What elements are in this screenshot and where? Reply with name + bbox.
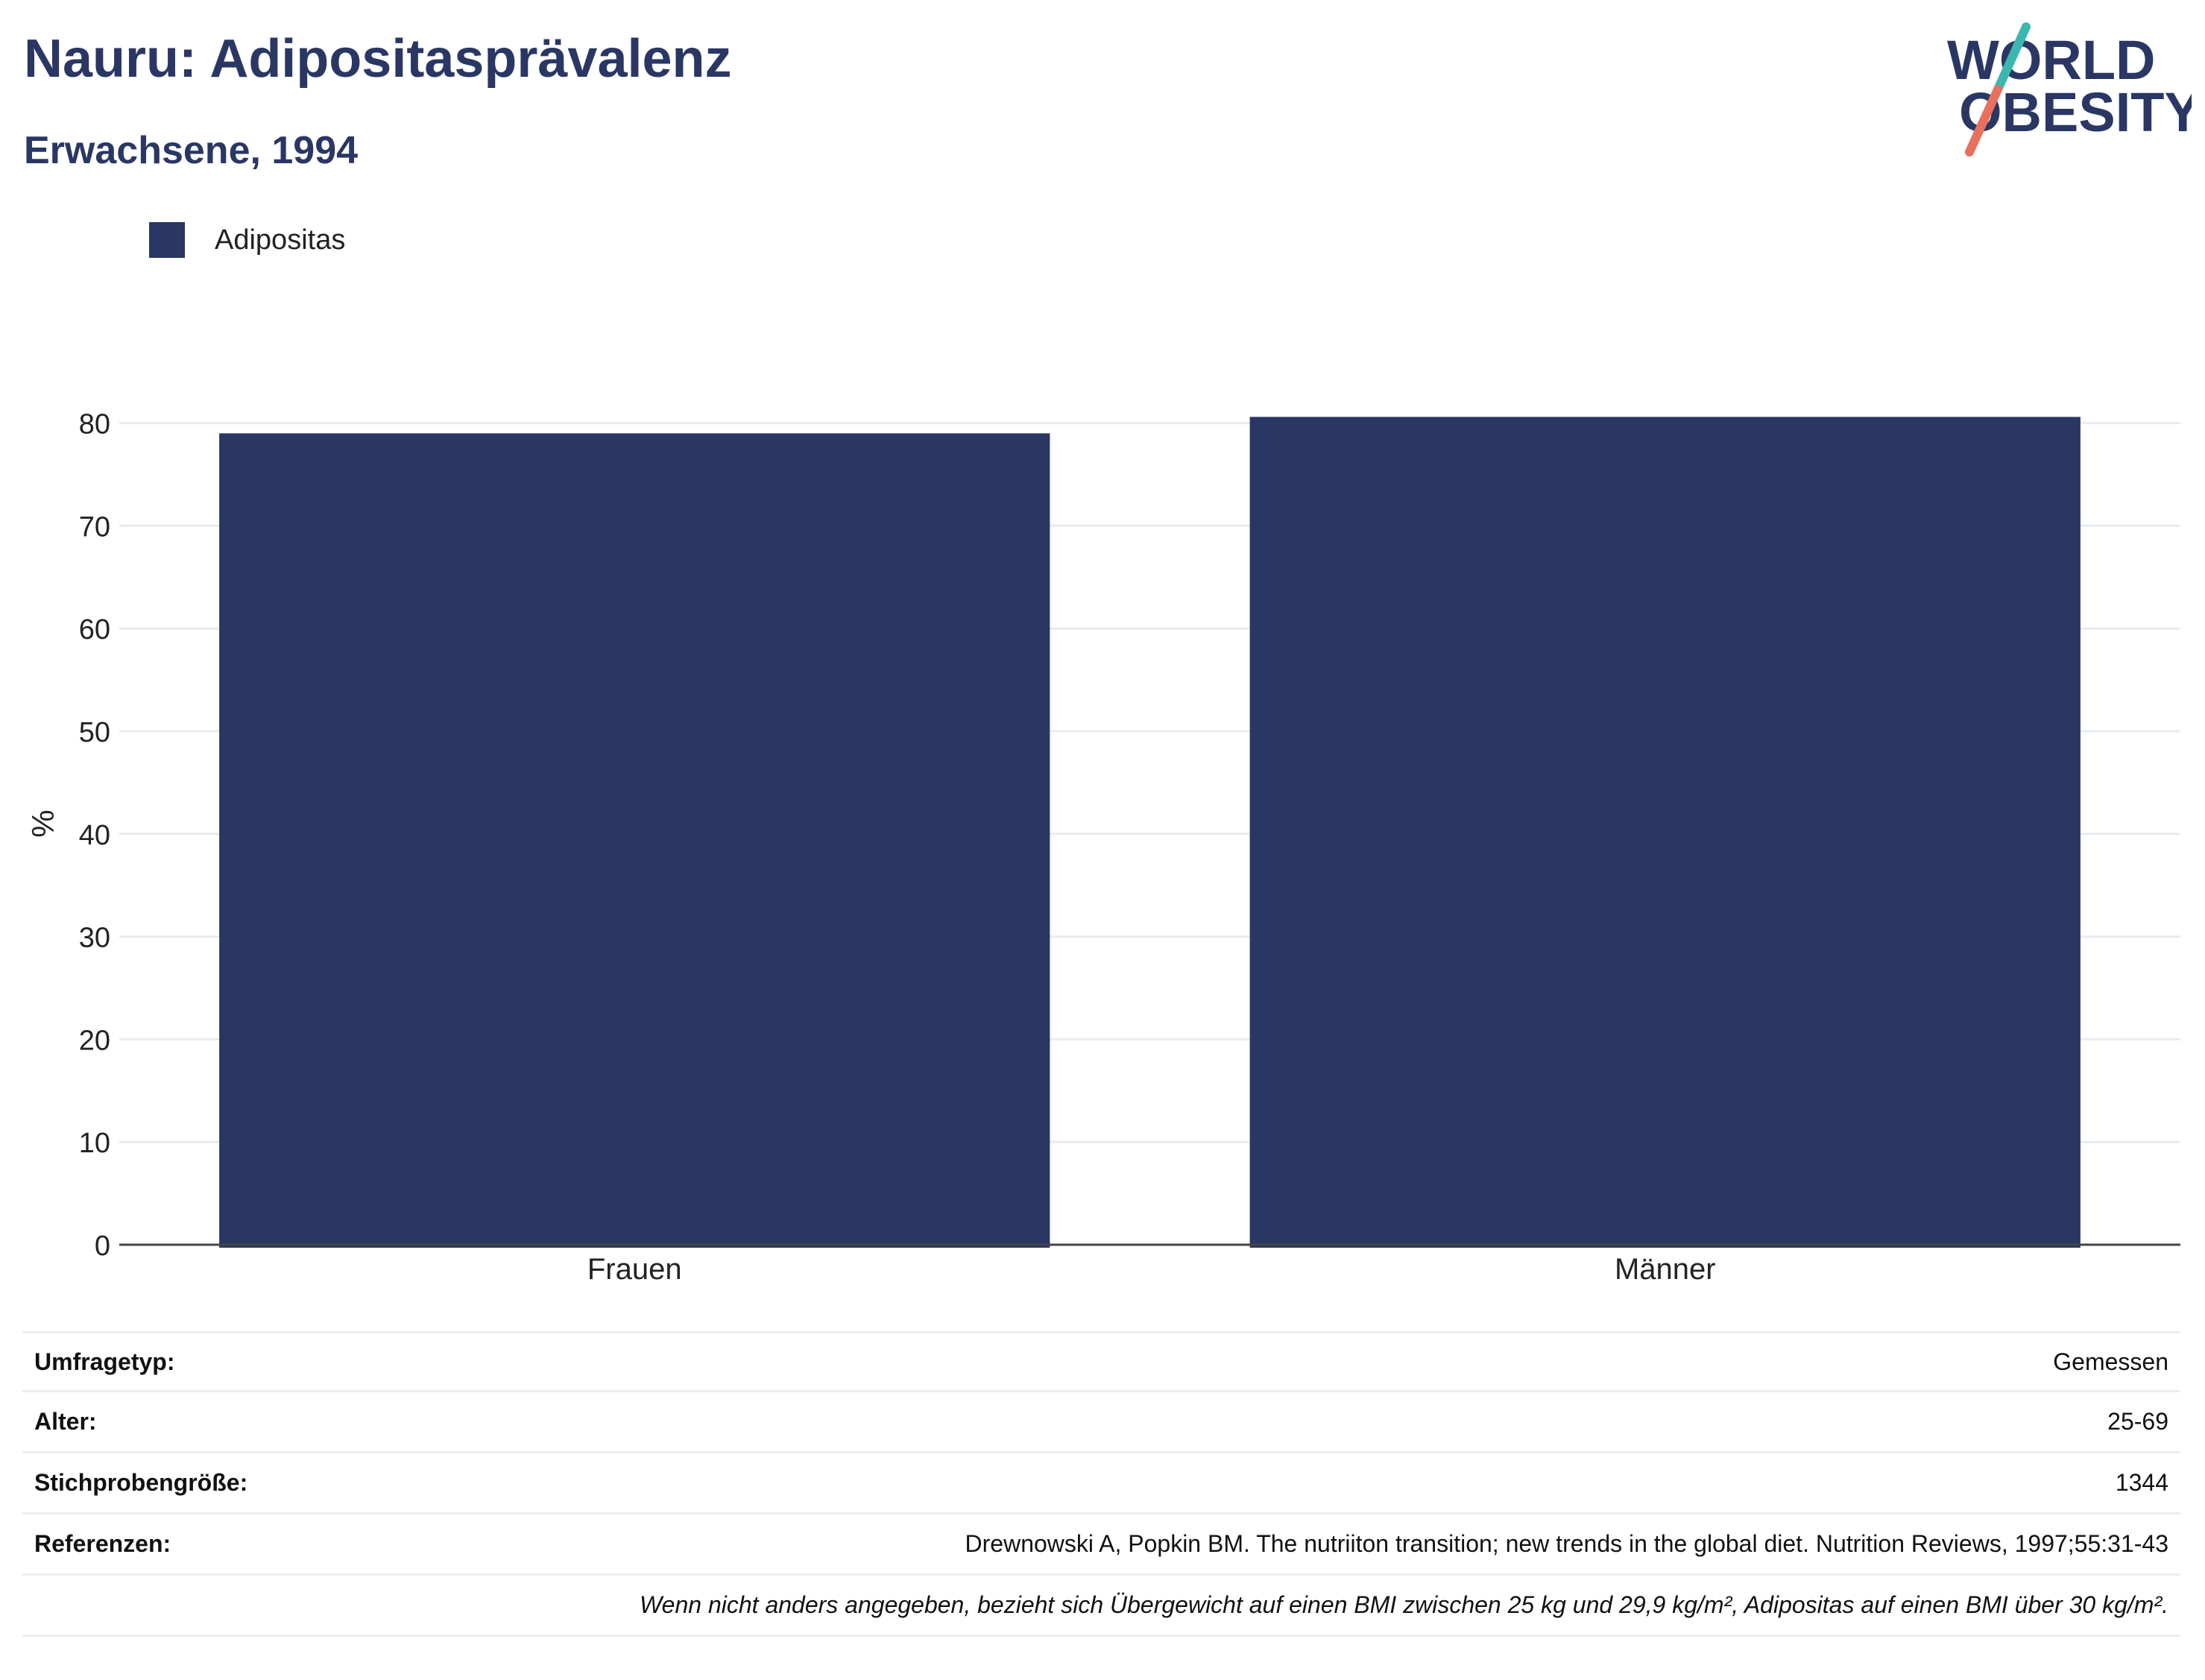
meta-key: Referenzen: [34, 1530, 171, 1557]
meta-key: Alter: [34, 1408, 97, 1435]
x-tick-label: Männer [1615, 1253, 1716, 1286]
meta-value: 1344 [2115, 1469, 2168, 1496]
logo-text-world: WORLD [1947, 29, 2156, 91]
meta-row-note: Wenn nicht anders angegeben, bezieht sic… [22, 1576, 2180, 1637]
chart-subtitle: Erwachsene, 1994 [24, 129, 359, 172]
y-axis-label: % [25, 809, 60, 837]
y-tick-label: 20 [79, 1025, 110, 1056]
logo-slash-top [1993, 22, 2031, 94]
y-tick-label: 40 [79, 820, 110, 851]
chart-title: Nauru: Adipositasprävalenz [24, 29, 732, 89]
meta-row-sample-size: Stichprobengröße: 1344 [22, 1453, 2180, 1515]
meta-note: Wenn nicht anders angegeben, bezieht sic… [640, 1591, 2168, 1618]
y-tick-label: 60 [79, 614, 110, 645]
y-tick-label: 80 [79, 409, 110, 440]
meta-row-survey-type: Umfragetyp: Gemessen [22, 1331, 2180, 1392]
world-obesity-logo: WORLD OBESITY [1947, 22, 2192, 157]
y-tick-label: 10 [79, 1128, 110, 1159]
legend-swatch [149, 222, 185, 258]
bar [1249, 417, 2081, 1248]
x-tick-label: Frauen [587, 1253, 682, 1286]
y-tick-label: 0 [95, 1231, 110, 1262]
meta-key: Stichprobengröße: [34, 1469, 248, 1496]
meta-value: Drewnowski A, Popkin BM. The nutriiton t… [965, 1530, 2168, 1557]
metadata-table: Umfragetyp: Gemessen Alter: 25-69 Stichp… [22, 1331, 2180, 1637]
meta-row-references: Referenzen: Drewnowski A, Popkin BM. The… [22, 1515, 2180, 1576]
meta-key: Umfragetyp: [34, 1348, 175, 1375]
meta-value: Gemessen [2053, 1348, 2168, 1375]
meta-value: 25-69 [2107, 1408, 2168, 1435]
meta-row-age: Alter: 25-69 [22, 1392, 2180, 1453]
bar [219, 433, 1050, 1248]
bar-chart: 0 10 20 30 40 50 60 70 80 Frauen Männer% [0, 388, 2205, 1304]
logo-slash-bottom [1965, 85, 2002, 157]
legend[interactable]: Adipositas [149, 222, 345, 258]
y-tick-label: 50 [79, 717, 110, 748]
legend-label: Adipositas [215, 224, 346, 256]
y-tick-label: 30 [79, 923, 110, 954]
chart-svg: 0 10 20 30 40 50 60 70 80 Frauen Männer% [25, 409, 2180, 1286]
y-tick-label: 70 [79, 511, 110, 543]
